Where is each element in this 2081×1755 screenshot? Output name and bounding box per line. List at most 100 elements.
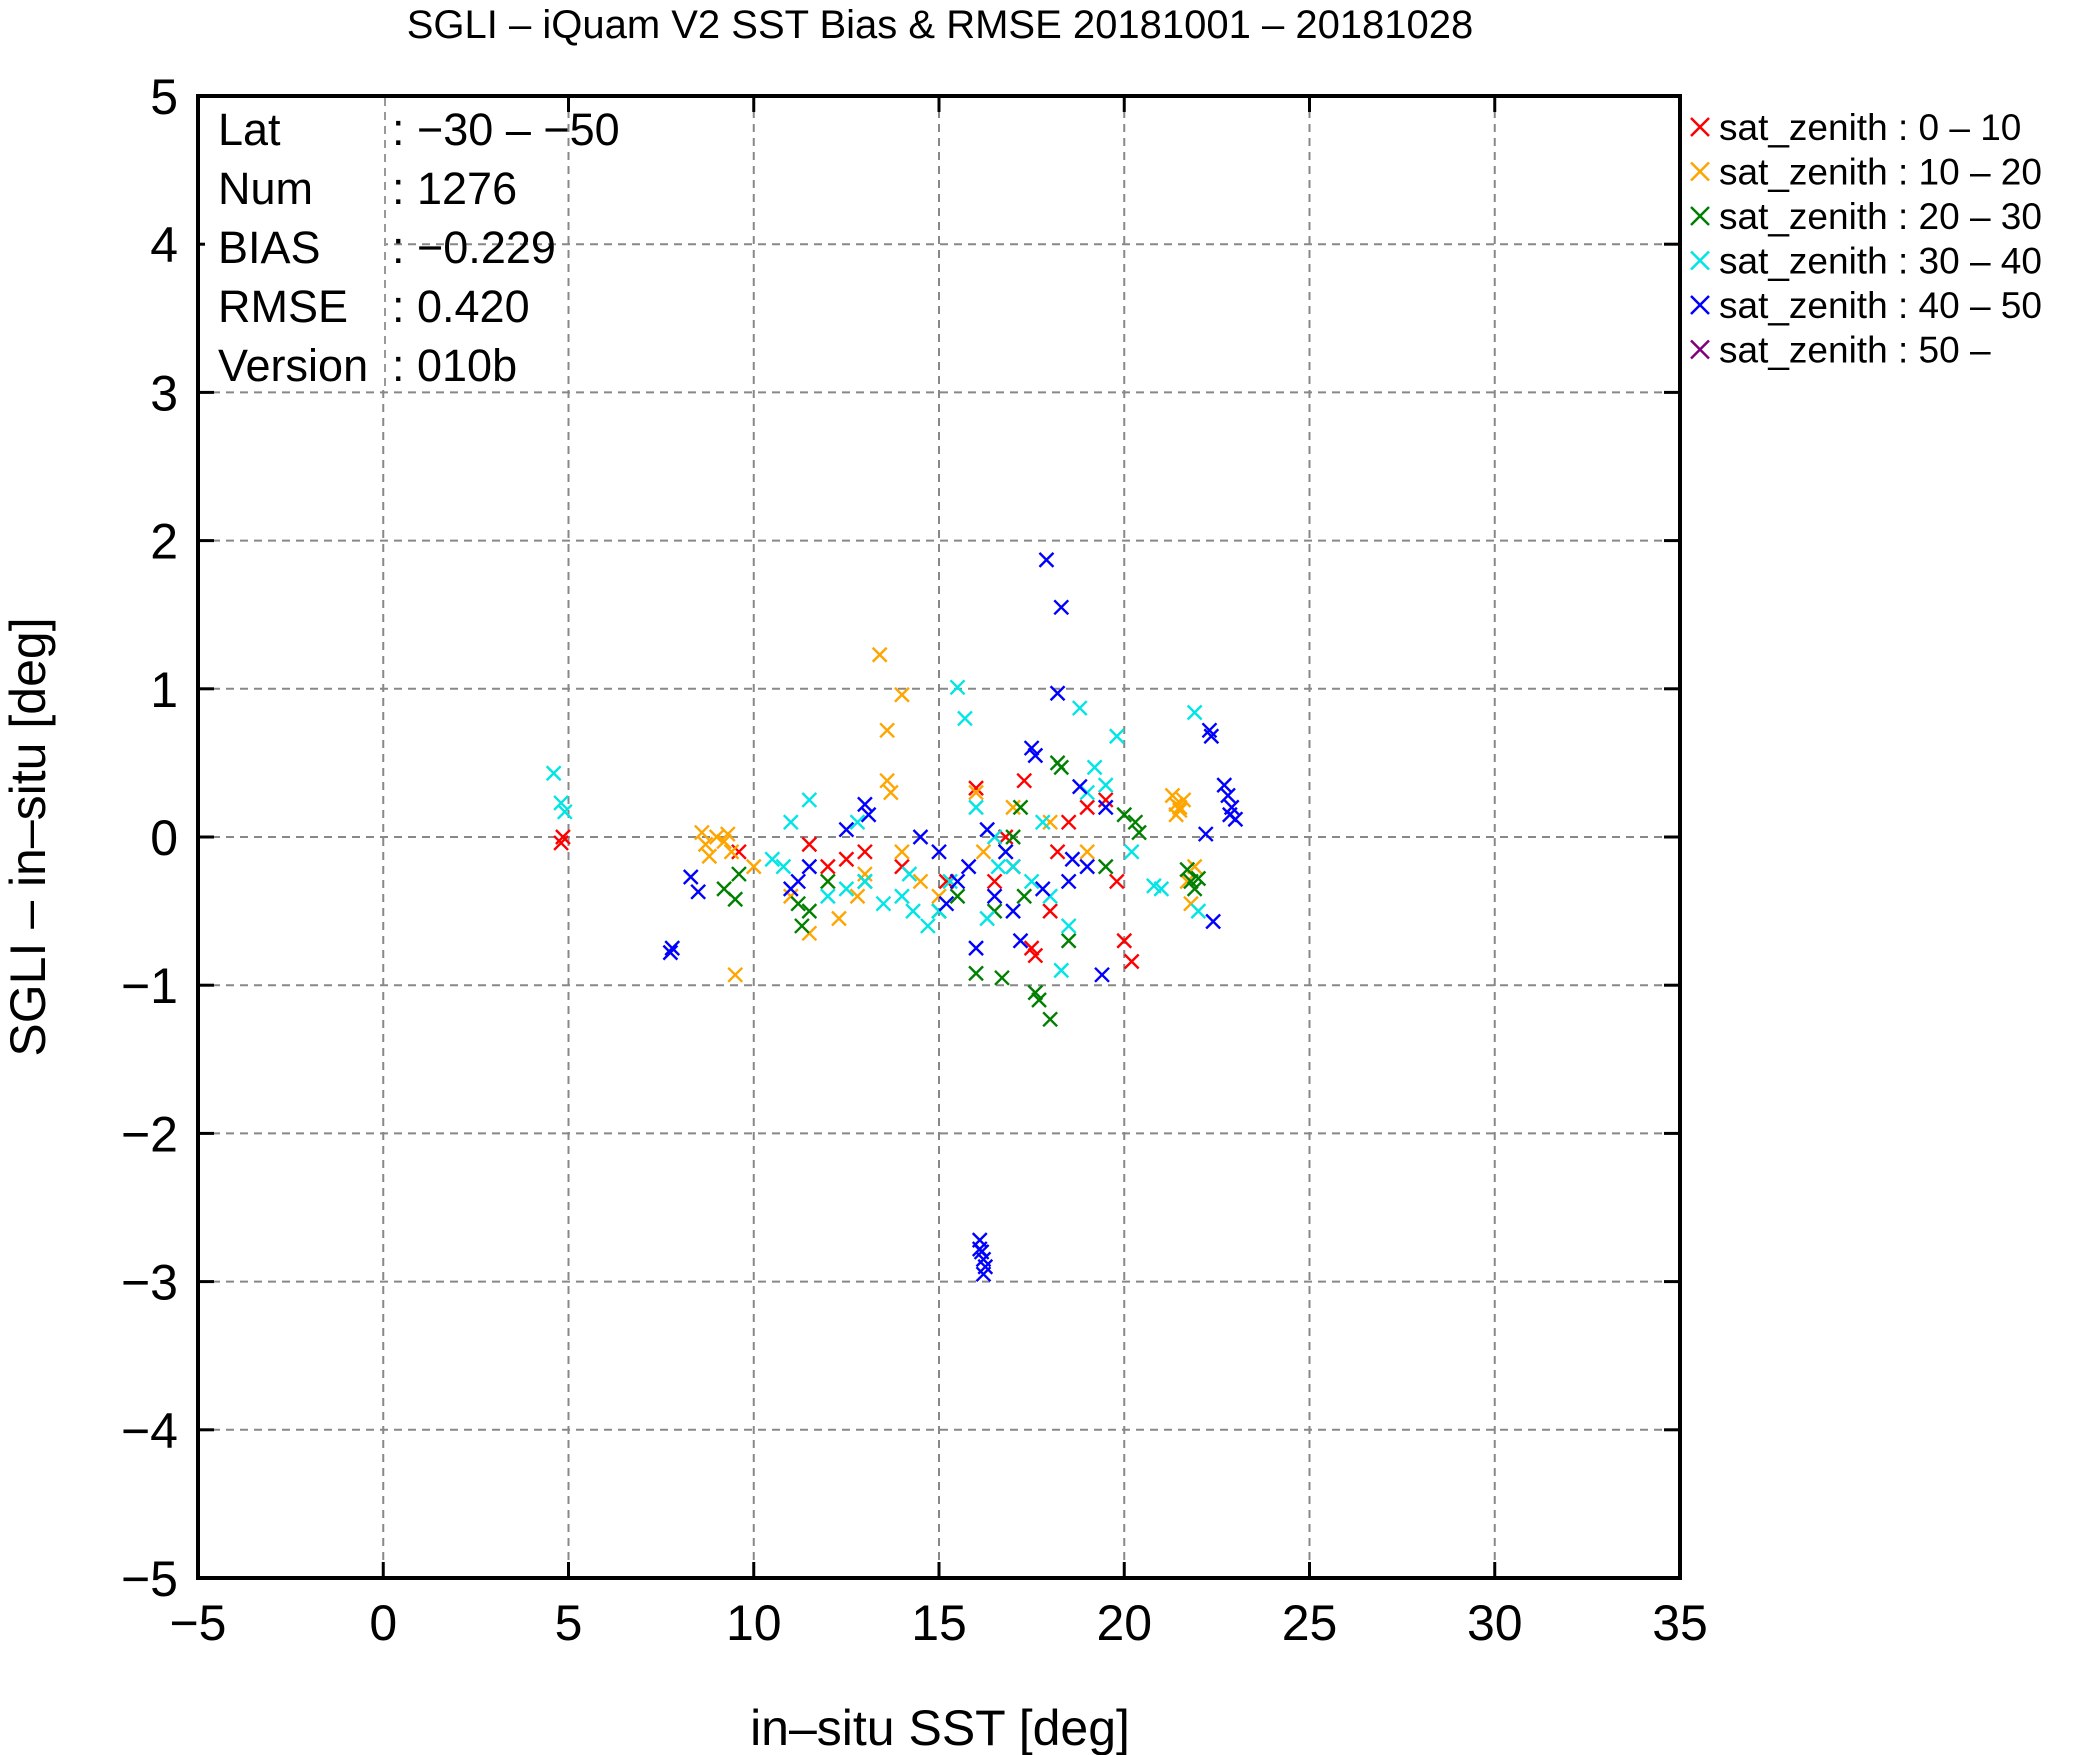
data-point <box>701 848 718 865</box>
data-point <box>697 836 714 853</box>
data-point <box>1197 826 1214 842</box>
y-tick-label: 1 <box>150 662 178 718</box>
stats-box: Lat: −30 – −50 Num: 1276 BIAS: −0.229 RMSE:… <box>205 98 620 391</box>
data-point <box>694 824 710 841</box>
data-point <box>801 836 818 853</box>
data-point <box>968 784 984 801</box>
data-point <box>1053 962 1070 979</box>
data-point <box>990 858 1007 875</box>
data-point <box>745 858 762 875</box>
data-point <box>1116 806 1133 823</box>
series-group <box>553 772 1140 970</box>
data-point <box>1031 992 1047 1008</box>
y-tick-label: 3 <box>150 365 178 421</box>
data-point <box>801 858 818 875</box>
data-point <box>1097 799 1114 816</box>
data-point <box>1060 918 1077 934</box>
data-point <box>860 806 877 823</box>
data-point <box>975 1266 992 1283</box>
data-point <box>1023 740 1040 756</box>
data-point <box>1131 824 1147 841</box>
data-point <box>971 1241 988 1257</box>
data-point <box>1079 858 1096 875</box>
data-point <box>997 829 1014 845</box>
data-point <box>727 891 744 908</box>
data-point <box>1079 843 1096 860</box>
legend-label: sat_zenith : 10 – 20 <box>1719 152 2042 193</box>
data-point <box>1034 881 1051 897</box>
data-point <box>731 866 747 882</box>
data-point <box>1027 747 1044 764</box>
data-point <box>1053 599 1070 616</box>
x-tick-label: 35 <box>1652 1595 1708 1651</box>
y-tick-label: −2 <box>121 1106 178 1162</box>
data-point <box>1012 799 1029 816</box>
legend-label: sat_zenith : 20 – 30 <box>1719 196 2042 237</box>
data-point <box>1064 851 1081 868</box>
data-point <box>857 873 873 890</box>
data-point <box>1053 759 1070 776</box>
data-point <box>1186 704 1203 721</box>
y-tick-label: 2 <box>150 514 178 570</box>
data-point <box>556 803 573 820</box>
data-point <box>857 796 873 813</box>
data-point <box>894 843 910 860</box>
data-point <box>1203 728 1220 745</box>
data-point <box>775 858 792 875</box>
data-point <box>882 784 899 801</box>
series-group <box>716 755 1207 1028</box>
stat-value: : 0.420 <box>392 281 530 332</box>
data-point <box>794 918 810 934</box>
data-point <box>986 873 1003 890</box>
y-axis-label: SGLI – in–situ [deg] <box>0 617 56 1056</box>
data-point <box>1179 861 1196 878</box>
data-point <box>905 903 921 919</box>
data-point <box>979 821 996 838</box>
data-point <box>716 833 732 850</box>
data-point <box>894 888 910 905</box>
data-point <box>949 679 966 696</box>
data-point <box>1034 814 1051 831</box>
data-point <box>801 792 818 808</box>
data-point <box>1190 870 1207 887</box>
data-point <box>1097 858 1114 875</box>
data-point <box>1027 947 1044 964</box>
legend-label: sat_zenith : 50 – <box>1719 330 1991 371</box>
data-point <box>1171 799 1188 816</box>
data-point <box>1016 888 1033 905</box>
data-point <box>1097 792 1114 808</box>
stat-label: BIAS <box>218 222 321 273</box>
data-point <box>553 795 569 811</box>
data-point <box>545 765 562 782</box>
data-point <box>1175 792 1192 808</box>
stat-label: RMSE <box>218 281 348 332</box>
data-point <box>949 873 966 890</box>
data-point <box>1042 903 1058 919</box>
data-point <box>960 858 977 875</box>
data-point <box>719 826 736 842</box>
data-point <box>723 843 740 860</box>
data-point <box>1190 903 1207 919</box>
data-point <box>875 895 892 912</box>
stat-value: : 1276 <box>392 163 517 214</box>
data-point <box>1071 778 1088 795</box>
data-point <box>1116 932 1133 949</box>
data-point <box>1038 552 1055 568</box>
data-point <box>1042 814 1058 831</box>
data-point <box>1042 1011 1058 1028</box>
legend-marker <box>1690 339 1710 360</box>
data-point <box>979 910 996 927</box>
data-point <box>857 843 873 860</box>
stat-value: : −30 – −50 <box>392 104 620 155</box>
data-point <box>920 918 936 934</box>
data-points <box>545 552 1244 1283</box>
data-point <box>708 829 725 845</box>
data-point <box>1216 777 1233 793</box>
data-point <box>690 883 707 900</box>
data-point <box>664 940 681 956</box>
data-point <box>871 646 888 663</box>
legend-marker <box>1690 295 1710 315</box>
legend-marker <box>1690 117 1710 137</box>
x-tick-label: 5 <box>555 1595 583 1651</box>
